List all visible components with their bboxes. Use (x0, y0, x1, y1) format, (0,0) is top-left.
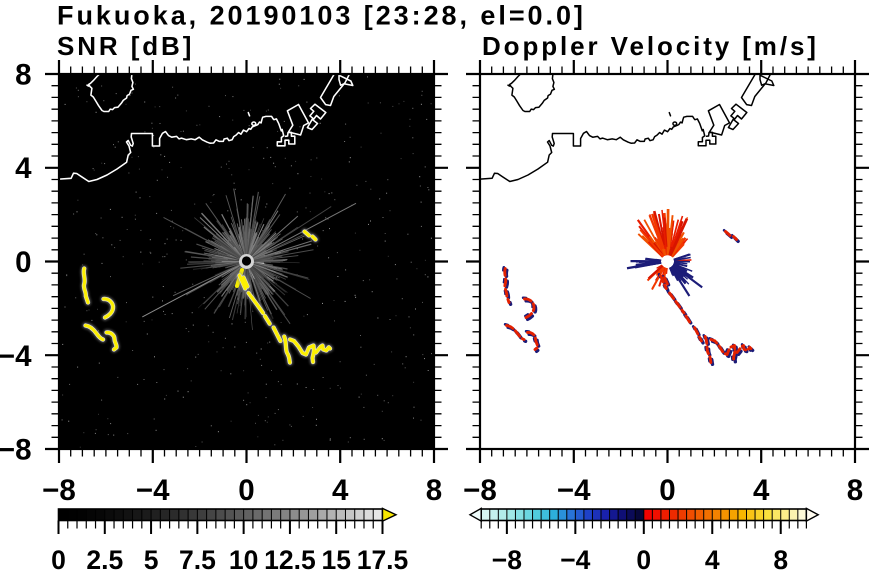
svg-text:8: 8 (773, 545, 788, 570)
svg-text:4: 4 (332, 474, 349, 507)
svg-text:10: 10 (229, 545, 258, 570)
svg-text:−4: −4 (560, 545, 590, 570)
svg-text:Doppler Velocity [m/s]: Doppler Velocity [m/s] (482, 31, 819, 61)
svg-text:4: 4 (705, 545, 720, 570)
svg-text:12.5: 12.5 (264, 545, 316, 570)
svg-text:7.5: 7.5 (179, 545, 216, 570)
svg-text:8: 8 (426, 474, 442, 507)
svg-text:0: 0 (15, 246, 31, 279)
svg-text:17.5: 17.5 (357, 545, 409, 570)
svg-text:−4: −4 (136, 474, 170, 507)
svg-text:0: 0 (636, 545, 651, 570)
svg-text:0: 0 (238, 474, 254, 507)
svg-text:0: 0 (659, 474, 675, 507)
svg-text:8: 8 (847, 474, 863, 507)
svg-text:4: 4 (15, 152, 32, 185)
svg-text:−8: −8 (0, 434, 32, 467)
svg-text:SNR [dB]: SNR [dB] (57, 31, 194, 61)
svg-text:−8: −8 (463, 474, 497, 507)
svg-text:5: 5 (144, 545, 159, 570)
svg-text:Fukuoka, 20190103 [23:28, el=0: Fukuoka, 20190103 [23:28, el=0.0] (57, 1, 586, 31)
svg-text:−8: −8 (42, 474, 76, 507)
svg-text:0: 0 (51, 545, 66, 570)
svg-text:4: 4 (753, 474, 770, 507)
svg-text:8: 8 (15, 59, 31, 92)
svg-text:2.5: 2.5 (86, 545, 123, 570)
svg-text:−4: −4 (557, 474, 591, 507)
svg-text:−4: −4 (0, 340, 32, 373)
svg-text:−8: −8 (492, 545, 522, 570)
svg-text:15: 15 (321, 545, 350, 570)
